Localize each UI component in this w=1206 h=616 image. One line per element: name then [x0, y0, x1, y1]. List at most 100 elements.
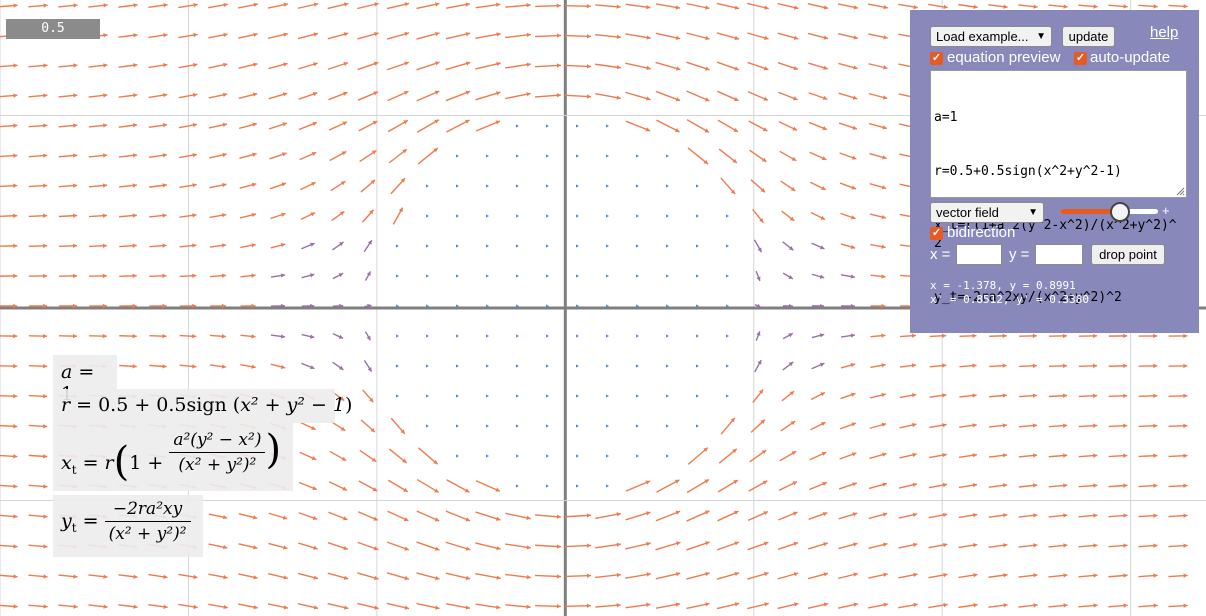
field-arrow [959, 333, 977, 339]
field-arrow [811, 362, 825, 370]
field-arrow [148, 33, 168, 39]
field-arrow [959, 423, 977, 428]
field-arrow [475, 91, 501, 101]
field-arrow [840, 362, 856, 369]
field-arrow [486, 184, 489, 188]
field-arrow [726, 274, 729, 278]
field-arrow [1138, 423, 1158, 428]
field-arrow [606, 424, 609, 428]
drop-point-button[interactable]: drop point [1091, 244, 1165, 265]
field-arrow [475, 542, 501, 551]
equation-r: r = 0.5 + 0.5sign (x² + y² − 1) [53, 389, 352, 423]
field-arrow [386, 31, 410, 40]
field-arrow [606, 274, 609, 278]
field-arrow [546, 364, 549, 368]
field-arrow [88, 93, 108, 98]
field-arrow [838, 62, 858, 70]
field-arrow [332, 361, 344, 371]
field-arrow [1018, 573, 1038, 578]
field-arrow [267, 603, 289, 610]
field-arrow [576, 124, 579, 128]
field-arrow [0, 3, 18, 8]
field-arrow [298, 512, 318, 520]
resize-grip-icon[interactable] [1176, 187, 1185, 196]
equation-preview-checkbox[interactable]: ✓ [930, 52, 943, 65]
field-arrow [807, 572, 829, 580]
field-arrow [810, 211, 826, 221]
field-arrow [807, 602, 829, 610]
field-arrow [0, 183, 18, 188]
field-arrow [363, 359, 373, 373]
field-arrow [390, 417, 406, 435]
field-arrow [625, 602, 651, 609]
field-arrow [720, 417, 736, 435]
field-arrow [625, 3, 651, 10]
field-arrow [840, 274, 856, 279]
field-arrow [268, 92, 288, 100]
field-arrow [988, 483, 1008, 488]
field-arrow [148, 63, 168, 69]
help-link[interactable]: help [1150, 24, 1179, 41]
equation-editor[interactable]: a=1 r=0.5+0.5sign(x^2+y^2-1) x_t=r(1+a^2… [930, 70, 1187, 305]
field-arrow [58, 273, 78, 279]
field-arrow [516, 154, 519, 158]
field-arrow [148, 573, 168, 579]
field-arrow [636, 244, 639, 248]
field-arrow [388, 148, 408, 164]
mode-select[interactable]: vector field ▼ [930, 202, 1044, 223]
field-arrow [988, 543, 1008, 548]
field-arrow [726, 334, 729, 338]
equation-yt: yt = −2ra²xy (x² + y²)² [53, 495, 203, 557]
slider-thumb[interactable] [1110, 202, 1130, 222]
bidirection-checkbox[interactable]: ✓ [930, 227, 943, 240]
field-arrow [456, 154, 459, 158]
field-arrow [239, 182, 257, 189]
field-arrow [546, 124, 549, 128]
field-arrow [118, 63, 138, 68]
field-arrow [576, 184, 579, 188]
field-arrow [565, 4, 591, 9]
field-arrow [687, 447, 709, 465]
field-arrow [958, 483, 978, 489]
field-arrow [811, 273, 825, 279]
field-arrow [655, 510, 681, 522]
field-arrow [808, 542, 828, 550]
field-arrow [505, 62, 531, 69]
auto-update-checkbox[interactable]: ✓ [1074, 52, 1087, 65]
field-arrow [716, 571, 740, 580]
field-arrow [1108, 363, 1128, 369]
field-arrow [119, 303, 137, 309]
field-arrow [238, 512, 258, 520]
slider-track[interactable] [1060, 209, 1158, 214]
field-arrow [386, 61, 410, 71]
field-arrow [869, 392, 887, 399]
field-arrow [475, 603, 501, 610]
field-arrow [396, 334, 399, 338]
y-input[interactable] [1035, 244, 1083, 265]
x-input[interactable] [956, 244, 1002, 265]
field-arrow [359, 449, 377, 463]
field-arrow [516, 304, 519, 308]
field-arrow [840, 243, 856, 250]
field-arrow [426, 334, 429, 338]
field-arrow [388, 448, 408, 464]
field-arrow [1048, 4, 1068, 9]
field-arrow [546, 304, 549, 308]
field-arrow [839, 152, 857, 160]
field-arrow [840, 212, 856, 220]
field-arrow [118, 153, 138, 158]
load-example-select[interactable]: Load example... ▼ [930, 26, 1052, 47]
field-arrow [456, 424, 459, 428]
field-arrow [475, 61, 501, 70]
field-arrow [716, 602, 740, 610]
field-arrow [1078, 333, 1098, 339]
field-arrow [149, 303, 167, 309]
update-button[interactable]: update [1062, 26, 1115, 47]
field-arrow [576, 274, 579, 278]
field-arrow [838, 512, 858, 520]
field-arrow [564, 513, 592, 518]
field-arrow [868, 572, 888, 579]
field-arrow [149, 243, 167, 248]
field-arrow [209, 213, 227, 219]
field-arrow [1078, 4, 1098, 9]
